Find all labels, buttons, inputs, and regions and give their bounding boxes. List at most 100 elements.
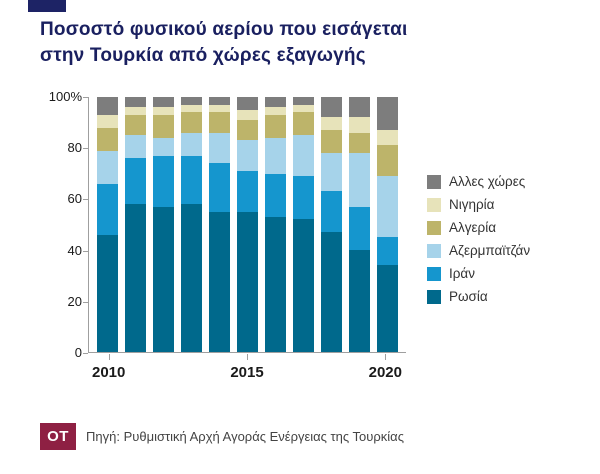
x-cell-2012 [152,364,178,384]
x-axis-labels: 2010 2015 2020 [88,354,406,384]
bar-segment-2014-Ιράν [208,163,230,212]
bar-cell-2012 [149,97,177,352]
bar-segment-2015-Αλγερία [237,119,259,141]
legend-item: Ιράν [427,262,530,285]
y-axis-ticks [0,88,88,368]
legend: Αλλες χώρες Νιγηρία Αλγερία Αζερμπαϊτζάν Ιρά… [427,170,530,308]
bar-cell-2014 [205,97,233,352]
y-tick-label-100: 100% [48,89,82,104]
bar-segment-2012-Ρωσία [152,206,174,352]
bar-segment-2016-Αλλες χώρες [265,97,287,108]
bar-2011 [124,97,146,352]
bar-segment-2010-Αζερμπαϊτζάν [96,150,118,184]
bar-2012 [152,97,174,352]
legend-item: Αλγερία [427,216,530,239]
bar-segment-2018-Νιγηρία [321,117,343,131]
bar-segment-2015-Αζερμπαϊτζάν [237,140,259,171]
bar-segment-2018-Ιράν [321,191,343,233]
bar-segment-2012-Αλγερία [152,114,174,138]
x-cell-2010: 2010 [92,354,125,384]
bar-2013 [180,97,202,352]
bar-segment-2016-Αζερμπαϊτζάν [265,137,287,174]
bar-segment-2020-Νιγηρία [377,130,399,146]
bar-segment-2020-Αλγερία [377,145,399,177]
x-cell-2015: 2015 [230,354,264,384]
bar-segment-2014-Νιγηρία [208,104,230,113]
x-cell-2014 [204,364,230,384]
bar-cell-2013 [177,97,205,352]
bar-segment-2017-Αζερμπαϊτζάν [293,135,315,177]
bar-2018 [321,97,343,352]
legend-swatch [427,289,441,304]
bar-segment-2011-Ιράν [124,158,146,205]
bar-segment-2011-Αλλες χώρες [124,97,146,108]
bar-segment-2019-Νιγηρία [349,117,371,133]
chart-title-line2: στην Τουρκία από χώρες εξαγωγής [40,44,366,66]
x-cell-2019 [342,364,368,384]
x-cell-2020: 2020 [369,354,402,384]
x-cell-2017 [290,364,316,384]
y-tick-40 [83,250,88,252]
bar-segment-2017-Ρωσία [293,219,315,352]
bar-2016 [265,97,287,352]
bar-segment-2019-Αλγερία [349,132,371,154]
ot-logo: OT [40,422,76,450]
bar-segment-2012-Αζερμπαϊτζάν [152,137,174,156]
bar-2015 [237,97,259,352]
bar-segment-2014-Ρωσία [208,211,230,352]
bar-segment-2014-Αλλες χώρες [208,97,230,105]
bar-segment-2011-Ρωσία [124,204,146,352]
x-cell-2011 [125,364,151,384]
bar-segment-2012-Ιράν [152,155,174,207]
bar-segment-2013-Νιγηρία [180,104,202,113]
legend-label: Αλλες χώρες [449,174,526,189]
bar-segment-2020-Ρωσία [377,265,399,352]
bar-segment-2016-Ιράν [265,173,287,217]
x-cell-2016 [264,364,290,384]
bar-segment-2010-Αλγερία [96,127,118,151]
bar-cell-2020 [374,97,402,352]
bar-cell-2017 [290,97,318,352]
bar-segment-2011-Αλγερία [124,114,146,136]
bar-segment-2018-Αζερμπαϊτζάν [321,153,343,192]
bar-2019 [349,97,371,352]
y-tick-label-0: 0 [74,345,82,360]
x-tick-2010 [108,354,110,360]
bar-segment-2010-Ρωσία [96,234,118,352]
chart-title: Ποσοστό φυσικού αερίου που εισάγεται στη… [40,17,407,68]
legend-swatch [427,174,441,189]
y-axis-labels: 0 20 40 60 80 100% [30,88,82,368]
legend-label: Ρωσία [449,289,488,304]
bar-segment-2012-Νιγηρία [152,107,174,115]
chart: 0 20 40 60 80 100% 2010 2015 2020 [0,88,600,388]
bar-cell-2011 [121,97,149,352]
bar-segment-2010-Νιγηρία [96,114,118,128]
bar-segment-2018-Αλλες χώρες [321,97,343,118]
bar-2010 [96,97,118,352]
bar-2014 [208,97,230,352]
legend-item: Ρωσία [427,285,530,308]
legend-swatch [427,266,441,281]
bar-segment-2013-Ρωσία [180,204,202,352]
bar-segment-2016-Νιγηρία [265,107,287,115]
bar-segment-2010-Ιράν [96,183,118,235]
bar-segment-2015-Αλλες χώρες [237,97,259,110]
bar-segment-2013-Αλλες χώρες [180,97,202,105]
bar-2017 [293,97,315,352]
bar-segment-2020-Αλλες χώρες [377,97,399,131]
y-tick-label-40: 40 [67,242,82,258]
legend-swatch [427,220,441,235]
bar-segment-2010-Αλλες χώρες [96,97,118,115]
bar-2020 [377,97,399,352]
y-tick-label-20: 20 [67,293,82,309]
bar-cell-2018 [318,97,346,352]
y-tick-100 [83,97,88,98]
bar-cell-2019 [346,97,374,352]
y-tick-20 [83,301,88,303]
bar-segment-2017-Αλγερία [293,112,315,136]
bar-segment-2016-Αλγερία [265,114,287,138]
bar-segment-2015-Νιγηρία [237,109,259,120]
bar-segment-2014-Αζερμπαϊτζάν [208,132,230,164]
legend-item: Αλλες χώρες [427,170,530,193]
bar-segment-2017-Ιράν [293,176,315,220]
